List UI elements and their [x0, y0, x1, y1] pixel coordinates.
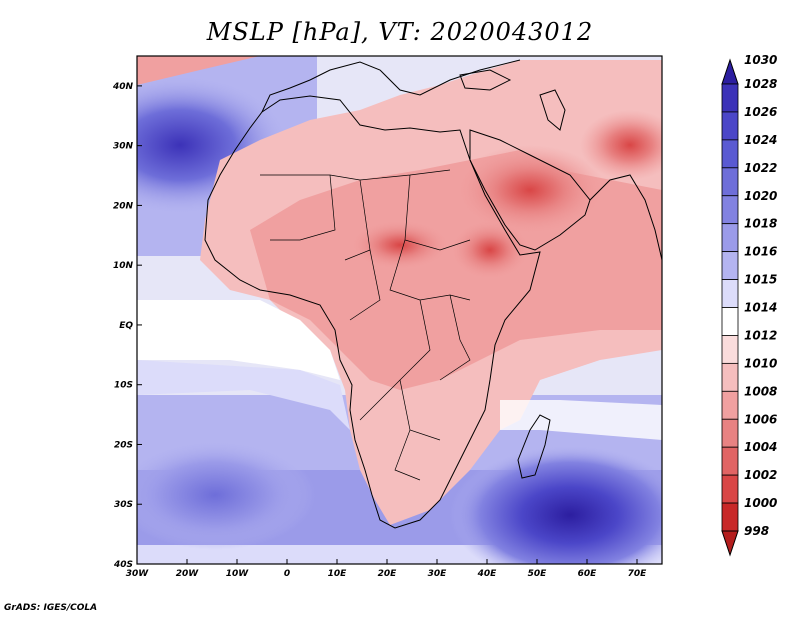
colorbar-swatch	[721, 446, 739, 476]
colorbar-label: 1006	[744, 412, 777, 426]
colorbar-swatch	[721, 195, 739, 225]
colorbar-label: 1014	[744, 301, 777, 315]
africa-coastline	[204, 95, 541, 529]
madagascar-coastline	[517, 414, 551, 479]
colorbar-label: 1002	[744, 468, 777, 482]
lon-tick-label: 20E	[378, 569, 398, 579]
colorbar-label: 1008	[744, 384, 777, 398]
lon-tick-label: 30W	[126, 569, 150, 579]
lat-tick-label: 10N	[113, 261, 134, 271]
colorbar-label: 1010	[744, 356, 777, 370]
colorbar-swatch	[721, 83, 739, 113]
colorbar-swatch	[721, 251, 739, 280]
coastlines	[204, 59, 662, 529]
colorbar-label: 1022	[744, 161, 777, 175]
lon-tick-label: 20W	[176, 569, 200, 579]
lon-tick-label: 0	[284, 569, 290, 579]
colorbar-swatch	[721, 223, 739, 253]
country-borders	[260, 169, 471, 481]
lat-tick-label: 20S	[114, 440, 133, 450]
arabia-coastline	[469, 129, 591, 251]
colorbar-swatch	[721, 502, 739, 532]
map-frame	[136, 55, 663, 565]
colorbar-swatch	[721, 279, 739, 308]
lat-tick-label: 20N	[113, 201, 134, 211]
colorbar-label: 998	[744, 524, 769, 538]
lat-tick-label: 30N	[113, 142, 134, 152]
colorbar-label: 1018	[744, 217, 777, 231]
colorbar-swatch	[721, 335, 739, 364]
black-sea-coastline	[459, 69, 512, 91]
colorbar-label: 1028	[744, 77, 777, 91]
colorbar-label: 1020	[744, 189, 777, 203]
colorbar-swatch	[721, 139, 739, 169]
lon-tick-label: 50E	[528, 569, 548, 579]
lon-tick-label: 70E	[628, 569, 648, 579]
lat-tick-label: EQ	[119, 321, 133, 331]
colorbar-bottom-arrow	[721, 530, 739, 557]
colorbar-label: 1026	[744, 105, 777, 119]
asia-coastline	[589, 174, 662, 261]
colorbar-swatch	[721, 390, 739, 420]
colorbar-swatch	[721, 362, 739, 392]
lat-tick-label: 10S	[114, 381, 133, 391]
colorbar-top-arrow	[721, 58, 739, 85]
europe-coastline	[261, 59, 521, 113]
colorbar-label: 1004	[744, 440, 777, 454]
lon-tick-label: 60E	[578, 569, 598, 579]
pressure-field	[137, 56, 662, 564]
colorbar-label: 1024	[744, 133, 777, 147]
lon-tick-label: 30E	[428, 569, 448, 579]
lat-tick-label: 40S	[113, 560, 133, 570]
colorbar-swatch	[721, 418, 739, 448]
colorbar-label: 1016	[744, 245, 777, 259]
colorbar-label: 1012	[744, 328, 777, 342]
caspian-coastline	[539, 89, 566, 131]
colorbar-swatch	[721, 474, 739, 504]
lon-tick-label: 40E	[477, 569, 498, 579]
lat-tick-label: 40N	[112, 82, 134, 92]
colorbar-label: 1030	[744, 53, 777, 67]
colorbar-label: 1000	[744, 496, 777, 510]
colorbar-label: 1015	[744, 273, 777, 287]
lon-tick-label: 10W	[226, 569, 250, 579]
lon-tick-label: 10E	[328, 569, 348, 579]
lat-tick-label: 30S	[114, 500, 133, 510]
colorbar: 1030 1028 1026 1024 1022 1020 1018 1016 1015 1014…	[721, 53, 777, 557]
colorbar-swatch	[721, 111, 739, 141]
axis-ticks: 30W 20W 10W 0 10E 20E 30E 40E 50E 60E 70E 40N 30N 20N…	[112, 82, 647, 579]
map-title: MSLP [hPa], VT: 2020043012	[206, 18, 594, 46]
colorbar-swatch	[721, 307, 739, 336]
footer-credit: GrADS: IGES/COLA	[4, 603, 98, 613]
colorbar-swatch	[721, 167, 739, 197]
